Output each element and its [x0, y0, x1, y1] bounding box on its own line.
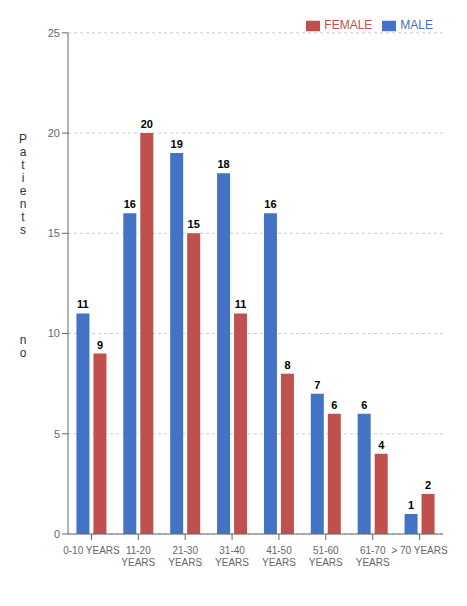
svg-text:21-30YEARS: 21-30YEARS	[168, 545, 202, 568]
svg-text:1: 1	[408, 499, 414, 511]
svg-text:25: 25	[48, 27, 60, 39]
svg-text:2: 2	[425, 479, 431, 491]
svg-text:10: 10	[48, 327, 60, 339]
svg-text:6: 6	[361, 399, 367, 411]
svg-text:51-60YEARS: 51-60YEARS	[309, 545, 343, 568]
svg-text:18: 18	[217, 158, 229, 170]
svg-text:16: 16	[124, 198, 136, 210]
svg-text:20: 20	[141, 118, 153, 130]
svg-text:15: 15	[48, 227, 60, 239]
svg-text:Patients: Patients	[19, 132, 27, 237]
svg-text:20: 20	[48, 127, 60, 139]
html-text:FEMALE: FEMALE	[324, 18, 373, 32]
svg-text:31-40YEARS: 31-40YEARS	[215, 545, 249, 568]
svg-text:19: 19	[171, 138, 183, 150]
svg-text:5: 5	[54, 428, 60, 440]
svg-text:7: 7	[314, 379, 320, 391]
svg-text:11: 11	[77, 298, 89, 310]
svg-text:15: 15	[188, 218, 200, 230]
svg-text:11: 11	[235, 298, 247, 310]
svg-text:0-10 YEARS: 0-10 YEARS	[63, 545, 120, 556]
svg-text:4: 4	[378, 439, 385, 451]
svg-text:41-50YEARS: 41-50YEARS	[262, 545, 296, 568]
svg-text:0: 0	[54, 528, 60, 540]
svg-text:> 70 YEARS: > 70 YEARS	[391, 545, 448, 556]
html-text:MALE: MALE	[400, 18, 433, 32]
svg-text:61-70YEARS: 61-70YEARS	[356, 545, 390, 568]
svg-text:9: 9	[97, 339, 103, 351]
svg-text:no: no	[20, 333, 27, 360]
svg-text:8: 8	[284, 359, 290, 371]
svg-text:16: 16	[264, 198, 276, 210]
svg-text:6: 6	[331, 399, 337, 411]
svg-text:11-20YEARS: 11-20YEARS	[121, 545, 155, 568]
